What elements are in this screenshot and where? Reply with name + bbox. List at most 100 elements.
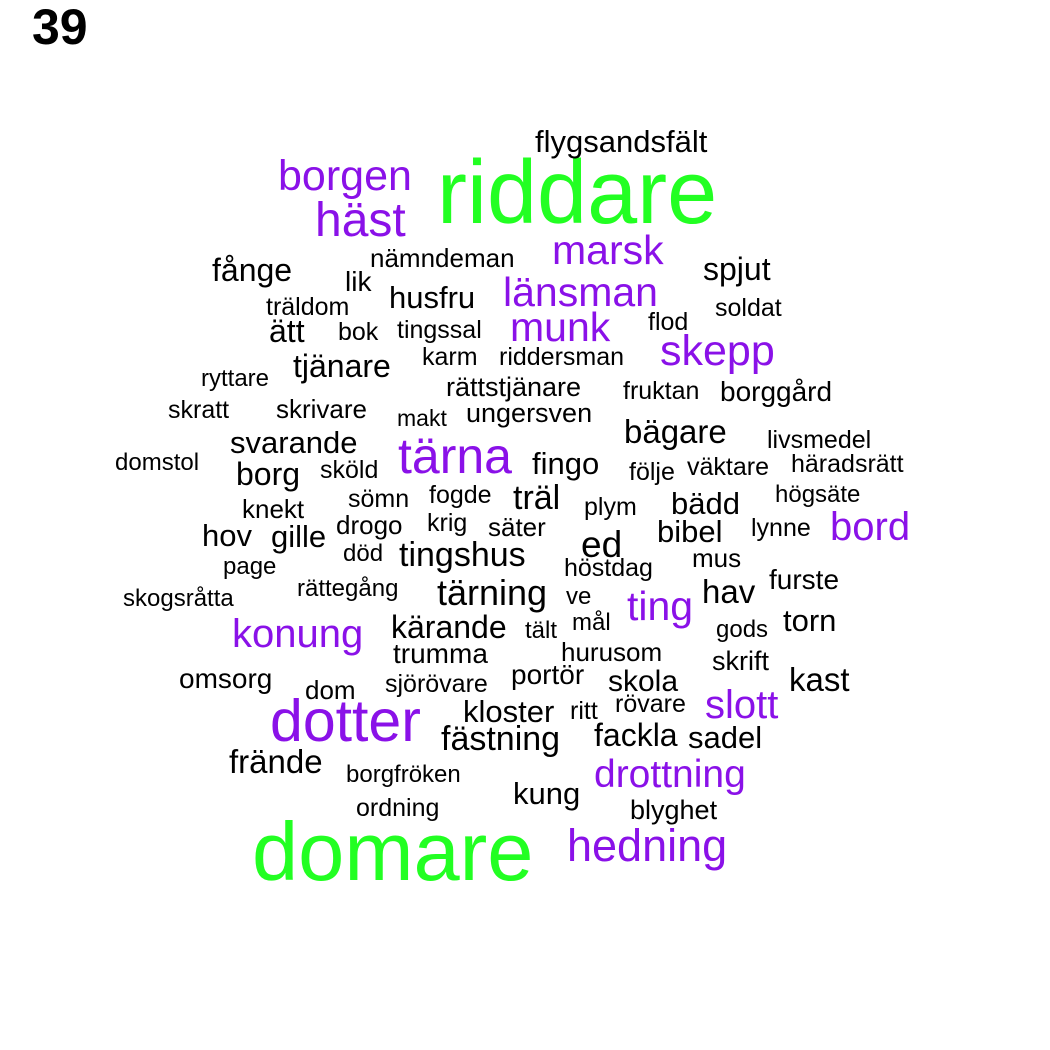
word-20: spjut	[703, 251, 771, 287]
word-77: tält	[525, 617, 558, 644]
word-21: lik	[345, 266, 372, 297]
word-83: skrift	[712, 646, 769, 676]
word-72: tärning	[437, 572, 548, 613]
word-82: hurusom	[561, 637, 663, 667]
word-52: högsäte	[775, 481, 861, 508]
word-94: fackla	[594, 717, 678, 753]
word-56: plym	[584, 493, 637, 521]
word-84: omsorg	[179, 663, 273, 694]
word-31: riddersman	[499, 343, 625, 371]
word-36: skratt	[168, 396, 230, 424]
word-8: skepp	[660, 327, 775, 375]
word-88: skola	[608, 665, 679, 698]
word-27: tingssal	[397, 316, 482, 344]
word-74: skogsråtta	[123, 585, 234, 612]
word-75: ve	[566, 583, 592, 610]
word-86: dom	[305, 675, 356, 705]
word-30: karm	[422, 343, 478, 371]
word-10: bord	[830, 505, 911, 549]
word-29: tjänare	[293, 348, 391, 384]
word-6: länsman	[503, 269, 658, 315]
word-96: frände	[229, 743, 323, 780]
word-25: ätt	[269, 313, 305, 349]
word-22: husfru	[389, 280, 476, 315]
word-7: munk	[510, 304, 611, 350]
word-32: ryttare	[201, 365, 270, 392]
word-95: sadel	[688, 720, 763, 755]
word-26: bok	[338, 318, 379, 346]
word-5: marsk	[552, 227, 664, 273]
word-60: bibel	[657, 514, 723, 549]
word-98: kung	[513, 776, 581, 811]
word-89: kast	[789, 661, 850, 698]
word-47: följe	[629, 458, 675, 486]
word-3: borgen	[278, 152, 412, 200]
word-14: slott	[705, 683, 779, 727]
word-51: träl	[513, 479, 561, 517]
word-34: fruktan	[623, 377, 700, 405]
word-16: hedning	[567, 820, 728, 871]
word-12: konung	[232, 612, 364, 656]
word-18: nämndeman	[370, 243, 515, 273]
word-37: skrivare	[276, 394, 368, 424]
word-28: flod	[648, 308, 689, 336]
word-61: lynne	[751, 514, 811, 542]
word-78: mål	[572, 609, 611, 636]
word-19: fånge	[212, 252, 293, 288]
word-70: furste	[769, 564, 840, 595]
word-1: riddare	[437, 143, 718, 243]
word-39: ungersven	[466, 398, 593, 428]
word-59: säter	[488, 512, 546, 542]
word-15: drottning	[594, 753, 746, 796]
word-42: livsmedel	[767, 426, 872, 454]
word-85: portör	[511, 659, 585, 690]
word-71: rättegång	[297, 575, 399, 602]
word-65: död	[343, 540, 384, 567]
word-90: rövare	[615, 690, 686, 718]
word-13: dotter	[270, 688, 421, 754]
word-80: torn	[783, 603, 837, 638]
word-4: häst	[315, 194, 406, 247]
page-number: 39	[32, 0, 88, 55]
word-58: krig	[427, 509, 468, 537]
word-9: tärna	[398, 428, 512, 484]
word-11: ting	[627, 583, 694, 629]
word-64: ed	[581, 524, 623, 565]
word-23: träldom	[266, 293, 350, 321]
word-68: page	[223, 553, 277, 580]
word-97: borgfröken	[346, 761, 461, 788]
word-44: borg	[236, 456, 301, 492]
word-66: tingshus	[399, 536, 526, 574]
word-24: soldat	[715, 294, 782, 322]
word-79: gods	[716, 616, 769, 643]
word-48: väktare	[687, 453, 769, 481]
word-2: domare	[252, 805, 534, 898]
word-57: drogo	[336, 510, 403, 540]
word-54: sömn	[348, 485, 410, 513]
word-93: fästning	[441, 720, 561, 758]
word-55: bädd	[671, 486, 740, 521]
word-69: höstdag	[564, 554, 653, 582]
word-62: hov	[202, 518, 252, 553]
word-53: knekt	[242, 494, 305, 524]
word-33: rättstjänare	[446, 372, 582, 402]
word-91: kloster	[463, 694, 555, 729]
word-49: häradsrätt	[791, 450, 904, 478]
word-35: borggård	[720, 376, 833, 407]
word-38: makt	[397, 405, 447, 431]
word-41: svarande	[230, 425, 358, 460]
word-46: fingo	[532, 446, 600, 481]
word-92: ritt	[570, 697, 598, 725]
word-81: trumma	[393, 638, 488, 669]
word-100: blyghet	[630, 795, 718, 825]
word-99: ordning	[356, 794, 440, 822]
word-43: domstol	[115, 449, 200, 476]
word-40: bägare	[624, 413, 727, 450]
word-76: kärande	[391, 609, 507, 645]
word-73: hav	[702, 573, 756, 610]
word-63: gille	[271, 519, 327, 554]
word-45: sköld	[320, 456, 379, 484]
word-17: flygsandsfält	[535, 124, 708, 159]
word-67: mus	[692, 543, 742, 573]
